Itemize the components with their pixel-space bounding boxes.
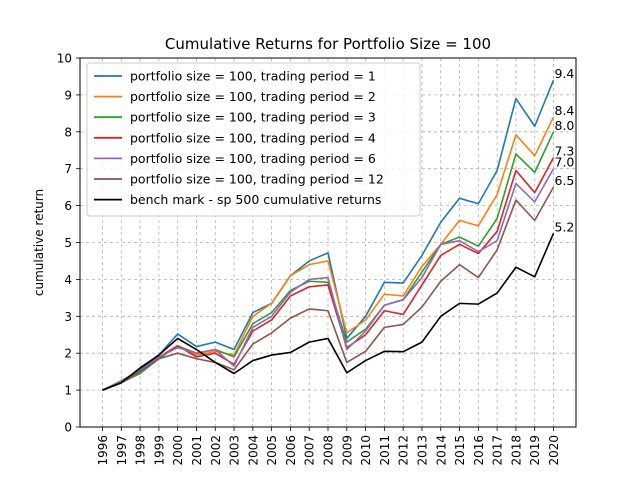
x-tick-label: 1998 (134, 435, 148, 466)
x-tick-label: 2007 (303, 435, 317, 466)
series-line-7 (102, 232, 555, 391)
end-value-label: 9.4 (555, 66, 575, 81)
legend: portfolio size = 100, trading period = 1… (86, 62, 421, 217)
x-tick-label: 2012 (397, 435, 411, 466)
x-tick-label: 2005 (265, 435, 279, 466)
x-tick-label: 2010 (359, 435, 373, 466)
end-value-label: 8.0 (555, 118, 575, 133)
series-line-5 (102, 168, 555, 391)
end-value-label: 7.0 (555, 155, 575, 170)
x-tick-label: 1996 (96, 435, 110, 466)
y-tick-label: 4 (64, 273, 72, 287)
series-line-4 (102, 157, 555, 391)
legend-label: portfolio size = 100, trading period = 1 (130, 69, 376, 84)
x-tick-label: 2001 (190, 435, 204, 466)
series-line-6 (102, 186, 555, 391)
y-tick-label: 10 (57, 52, 72, 66)
x-tick-label: 1999 (152, 435, 166, 466)
x-axis: 1996 1997 1998 1999 2000 2001 2002 2003 2004 2005… (96, 427, 561, 466)
legend-label: portfolio size = 100, trading period = 6 (130, 151, 376, 166)
series-lines (102, 79, 555, 391)
end-value-label: 5.2 (555, 219, 575, 234)
end-value-label: 7.3 (555, 144, 575, 159)
x-tick-label: 2009 (340, 435, 354, 466)
end-labels: 9.4 8.48.0 7.37.0 6.5 5.2 (555, 66, 575, 234)
x-tick-label: 2003 (228, 435, 242, 466)
end-value-label: 8.4 (555, 103, 575, 118)
y-tick-label: 1 (64, 384, 72, 398)
legend-label: bench mark - sp 500 cumulative returns (130, 192, 381, 207)
x-tick-label: 2004 (246, 435, 260, 466)
x-tick-label: 2016 (472, 435, 486, 466)
end-value-label: 6.5 (555, 173, 575, 188)
legend-label: portfolio size = 100, trading period = 2 (130, 89, 376, 104)
x-tick-label: 2015 (453, 435, 467, 466)
x-tick-label: 2013 (415, 435, 429, 466)
series-line-1 (102, 79, 555, 391)
y-axis-label: cumulative return (32, 189, 46, 296)
y-tick-label: 6 (64, 199, 72, 213)
legend-label: portfolio size = 100, trading period = 3 (130, 110, 376, 125)
x-tick-label: 2017 (491, 435, 505, 466)
y-tick-label: 9 (64, 88, 72, 102)
y-tick-label: 5 (64, 236, 72, 250)
x-tick-label: 2019 (528, 435, 542, 466)
y-tick-label: 2 (64, 347, 72, 361)
x-tick-label: 2011 (378, 435, 392, 466)
x-tick-label: 2008 (322, 435, 336, 466)
y-axis: 0 1 2 3 4 5 6 7 8 9 10 (57, 52, 80, 435)
legend-box (86, 62, 421, 217)
y-tick-label: 7 (64, 162, 72, 176)
x-tick-label: 2020 (547, 435, 561, 466)
x-tick-label: 2000 (171, 435, 185, 466)
y-tick-label: 8 (64, 125, 72, 139)
x-tick-label: 2006 (284, 435, 298, 466)
x-tick-label: 2018 (509, 435, 523, 466)
y-tick-label: 3 (64, 310, 72, 324)
legend-label: portfolio size = 100, trading period = 1… (130, 172, 384, 187)
x-tick-label: 2014 (434, 435, 448, 466)
x-tick-label: 2002 (209, 435, 223, 466)
chart-title: Cumulative Returns for Portfolio Size = … (165, 35, 491, 53)
legend-label: portfolio size = 100, trading period = 4 (130, 130, 376, 145)
y-tick-label: 0 (64, 421, 72, 435)
x-tick-label: 1997 (115, 435, 129, 466)
